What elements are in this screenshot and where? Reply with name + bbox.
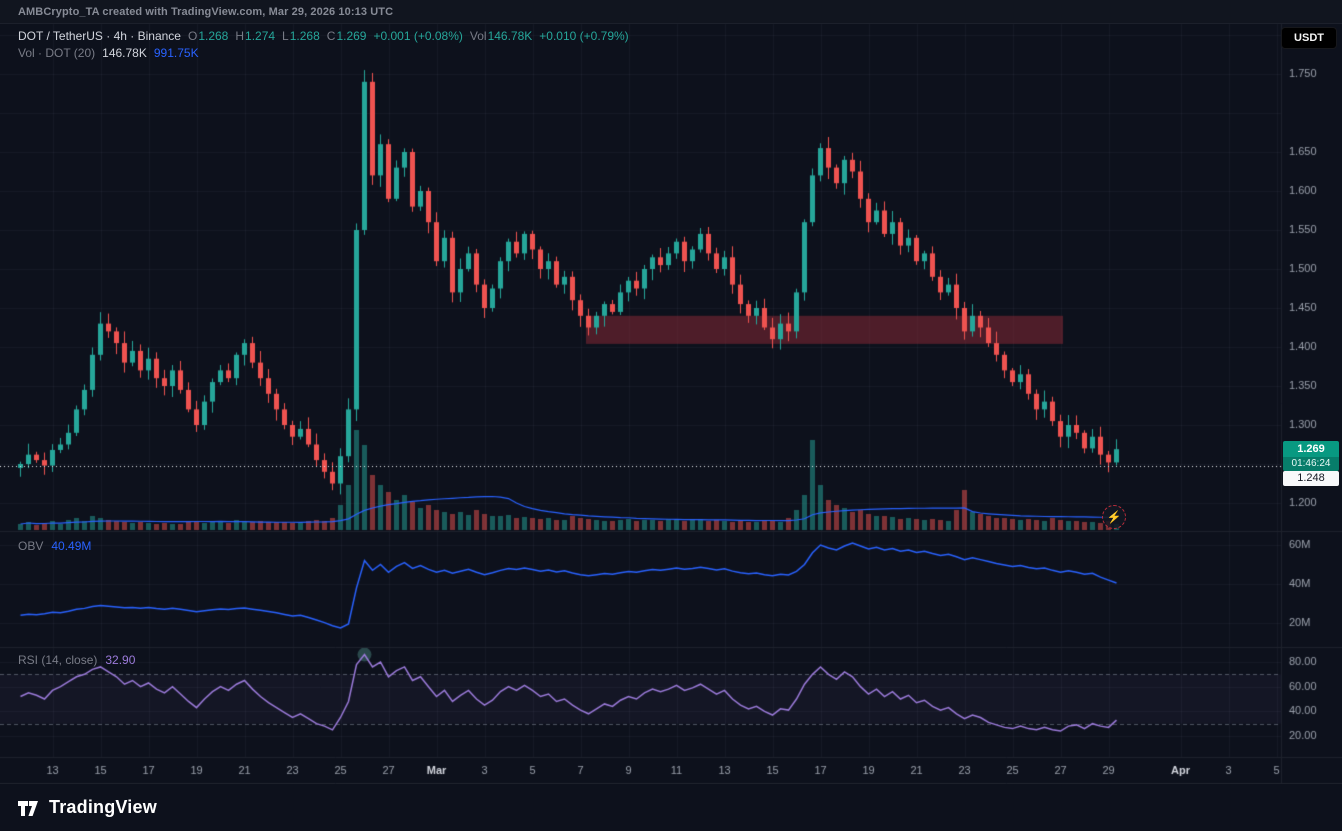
vol-label: Vol: [469, 29, 487, 43]
bar-countdown: 01:46:24: [1283, 457, 1339, 471]
open-value: 1.268: [198, 29, 229, 43]
low-label: L: [282, 29, 289, 43]
footer-bar: TradingView: [0, 784, 1342, 831]
low-value: 1.268: [289, 29, 320, 43]
volume-ma-value: 991.75K: [153, 46, 199, 60]
symbol-legend[interactable]: DOT / TetherUS · 4h · Binance O 1.268 H 1.…: [18, 29, 629, 43]
volume-indicator-legend[interactable]: Vol · DOT (20) 146.78K 991.75K: [18, 46, 199, 60]
obv-value: 40.49M: [51, 539, 92, 553]
vol-value: 146.78K: [487, 29, 533, 43]
last-price-badge: 1.269 01:46:24: [1283, 441, 1339, 471]
rsi-legend[interactable]: RSI (14, close) 32.90: [18, 653, 135, 667]
change-value: +0.001 (+0.08%): [373, 29, 463, 43]
volume-indicator-label[interactable]: Vol · DOT (20): [18, 46, 96, 60]
obv-legend[interactable]: OBV 40.49M: [18, 539, 91, 553]
attribution-bar: AMBCrypto_TA created with TradingView.co…: [0, 0, 1342, 24]
tradingview-brand-text[interactable]: TradingView: [49, 797, 157, 817]
volume-indicator-value: 146.78K: [102, 46, 147, 60]
high-value: 1.274: [245, 29, 276, 43]
last-price-value: 1.269: [1283, 441, 1339, 457]
open-label: O: [187, 29, 198, 43]
high-label: H: [235, 29, 245, 43]
symbol-title[interactable]: DOT / TetherUS · 4h · Binance: [18, 29, 181, 43]
attribution-text: AMBCrypto_TA created with TradingView.co…: [18, 5, 394, 18]
currency-toggle-button[interactable]: USDT: [1281, 27, 1337, 49]
rsi-value: 32.90: [105, 653, 136, 667]
rsi-label[interactable]: RSI (14, close): [18, 653, 98, 667]
close-value: 1.269: [336, 29, 367, 43]
close-label: C: [326, 29, 336, 43]
obv-label[interactable]: OBV: [18, 539, 44, 553]
tradingview-logo-icon[interactable]: [16, 796, 40, 820]
vol-change-value: +0.010 (+0.79%): [539, 29, 629, 43]
prev-close-badge: 1.248: [1283, 471, 1339, 486]
lightning-trade-icon[interactable]: ⚡: [1102, 505, 1126, 529]
